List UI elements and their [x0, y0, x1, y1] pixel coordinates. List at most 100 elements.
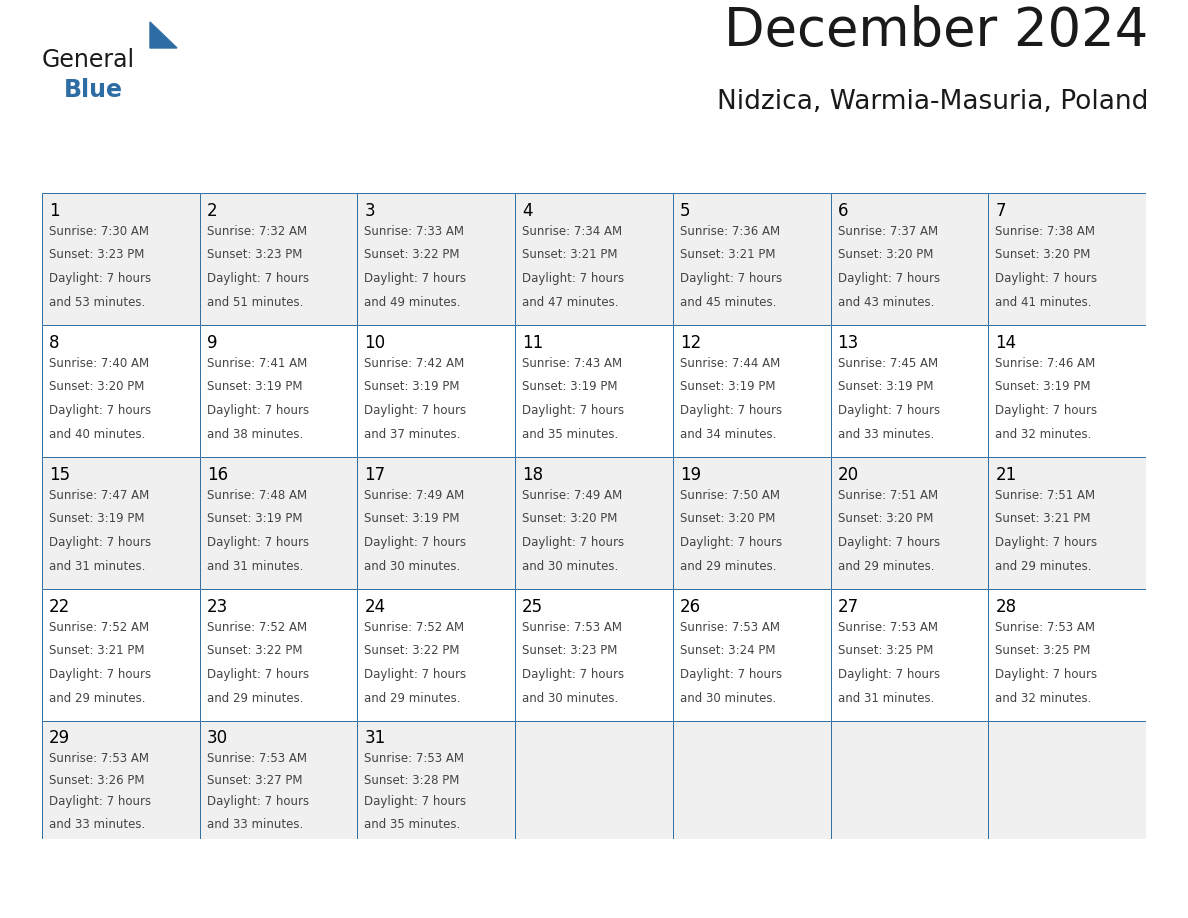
- FancyBboxPatch shape: [358, 193, 516, 325]
- Text: Sunset: 3:23 PM: Sunset: 3:23 PM: [523, 644, 618, 657]
- FancyBboxPatch shape: [830, 193, 988, 325]
- Text: Sunset: 3:19 PM: Sunset: 3:19 PM: [365, 380, 460, 394]
- Text: and 29 minutes.: and 29 minutes.: [680, 560, 776, 573]
- Text: Sunset: 3:21 PM: Sunset: 3:21 PM: [49, 644, 145, 657]
- Text: and 45 minutes.: and 45 minutes.: [680, 296, 776, 309]
- FancyBboxPatch shape: [42, 457, 200, 589]
- FancyBboxPatch shape: [200, 325, 358, 457]
- Text: 27: 27: [838, 599, 859, 616]
- FancyBboxPatch shape: [200, 457, 358, 589]
- Text: Sunset: 3:20 PM: Sunset: 3:20 PM: [838, 512, 933, 525]
- FancyBboxPatch shape: [516, 721, 672, 839]
- Text: Sunrise: 7:43 AM: Sunrise: 7:43 AM: [523, 357, 623, 370]
- Text: and 49 minutes.: and 49 minutes.: [365, 296, 461, 309]
- Text: Daylight: 7 hours: Daylight: 7 hours: [49, 668, 151, 681]
- Text: 16: 16: [207, 466, 228, 484]
- Text: Sunset: 3:25 PM: Sunset: 3:25 PM: [996, 644, 1091, 657]
- Text: and 29 minutes.: and 29 minutes.: [996, 560, 1092, 573]
- Text: Daylight: 7 hours: Daylight: 7 hours: [365, 795, 467, 809]
- Text: and 31 minutes.: and 31 minutes.: [207, 560, 303, 573]
- Text: Thursday: Thursday: [681, 736, 756, 752]
- Text: Sunrise: 7:51 AM: Sunrise: 7:51 AM: [996, 488, 1095, 501]
- Text: Daylight: 7 hours: Daylight: 7 hours: [365, 404, 467, 417]
- Text: and 29 minutes.: and 29 minutes.: [365, 692, 461, 705]
- Text: 18: 18: [523, 466, 543, 484]
- Text: Sunrise: 7:53 AM: Sunrise: 7:53 AM: [523, 621, 623, 633]
- FancyBboxPatch shape: [988, 589, 1146, 721]
- Text: and 29 minutes.: and 29 minutes.: [207, 692, 303, 705]
- Text: Sunset: 3:20 PM: Sunset: 3:20 PM: [680, 512, 776, 525]
- Text: 2: 2: [207, 202, 217, 220]
- Text: Sunset: 3:20 PM: Sunset: 3:20 PM: [49, 380, 145, 394]
- Text: Sunrise: 7:42 AM: Sunrise: 7:42 AM: [365, 357, 465, 370]
- FancyBboxPatch shape: [358, 589, 516, 721]
- Text: Sunset: 3:21 PM: Sunset: 3:21 PM: [996, 512, 1091, 525]
- FancyBboxPatch shape: [200, 721, 358, 839]
- FancyBboxPatch shape: [672, 721, 830, 839]
- Text: and 35 minutes.: and 35 minutes.: [523, 428, 619, 441]
- Text: Sunrise: 7:32 AM: Sunrise: 7:32 AM: [207, 225, 307, 238]
- Text: Sunrise: 7:53 AM: Sunrise: 7:53 AM: [365, 752, 465, 765]
- Text: Daylight: 7 hours: Daylight: 7 hours: [996, 273, 1098, 285]
- Text: Sunrise: 7:41 AM: Sunrise: 7:41 AM: [207, 357, 307, 370]
- FancyBboxPatch shape: [672, 725, 830, 763]
- Polygon shape: [150, 22, 177, 48]
- Text: and 30 minutes.: and 30 minutes.: [365, 560, 461, 573]
- Text: and 29 minutes.: and 29 minutes.: [49, 692, 145, 705]
- Text: Friday: Friday: [839, 736, 889, 752]
- Text: and 33 minutes.: and 33 minutes.: [49, 818, 145, 831]
- Text: Tuesday: Tuesday: [366, 736, 431, 752]
- Text: Daylight: 7 hours: Daylight: 7 hours: [838, 536, 940, 549]
- Text: 31: 31: [365, 729, 386, 747]
- Text: Sunrise: 7:51 AM: Sunrise: 7:51 AM: [838, 488, 937, 501]
- Text: and 47 minutes.: and 47 minutes.: [523, 296, 619, 309]
- Text: Daylight: 7 hours: Daylight: 7 hours: [207, 668, 309, 681]
- Text: Nidzica, Warmia-Masuria, Poland: Nidzica, Warmia-Masuria, Poland: [716, 89, 1148, 115]
- Text: Sunrise: 7:53 AM: Sunrise: 7:53 AM: [49, 752, 148, 765]
- Text: Sunset: 3:22 PM: Sunset: 3:22 PM: [365, 644, 460, 657]
- Text: Daylight: 7 hours: Daylight: 7 hours: [49, 404, 151, 417]
- FancyBboxPatch shape: [42, 721, 200, 839]
- Text: 21: 21: [996, 466, 1017, 484]
- Text: Sunrise: 7:49 AM: Sunrise: 7:49 AM: [523, 488, 623, 501]
- Text: and 33 minutes.: and 33 minutes.: [207, 818, 303, 831]
- Text: 4: 4: [523, 202, 532, 220]
- Text: Daylight: 7 hours: Daylight: 7 hours: [838, 668, 940, 681]
- Text: 28: 28: [996, 599, 1017, 616]
- Text: Sunset: 3:19 PM: Sunset: 3:19 PM: [365, 512, 460, 525]
- Text: Sunrise: 7:34 AM: Sunrise: 7:34 AM: [523, 225, 623, 238]
- Text: Sunset: 3:20 PM: Sunset: 3:20 PM: [523, 512, 618, 525]
- Text: Sunrise: 7:48 AM: Sunrise: 7:48 AM: [207, 488, 307, 501]
- Text: Daylight: 7 hours: Daylight: 7 hours: [838, 404, 940, 417]
- Text: Daylight: 7 hours: Daylight: 7 hours: [49, 273, 151, 285]
- Text: 6: 6: [838, 202, 848, 220]
- Text: 26: 26: [680, 599, 701, 616]
- Text: 8: 8: [49, 334, 59, 353]
- Text: Sunrise: 7:45 AM: Sunrise: 7:45 AM: [838, 357, 937, 370]
- Text: 15: 15: [49, 466, 70, 484]
- Text: Sunset: 3:19 PM: Sunset: 3:19 PM: [49, 512, 145, 525]
- Text: 19: 19: [680, 466, 701, 484]
- Text: Sunset: 3:21 PM: Sunset: 3:21 PM: [680, 249, 776, 262]
- FancyBboxPatch shape: [672, 193, 830, 325]
- Text: Daylight: 7 hours: Daylight: 7 hours: [680, 536, 782, 549]
- Text: and 34 minutes.: and 34 minutes.: [680, 428, 776, 441]
- FancyBboxPatch shape: [200, 193, 358, 325]
- FancyBboxPatch shape: [42, 193, 200, 325]
- Text: Daylight: 7 hours: Daylight: 7 hours: [207, 536, 309, 549]
- Text: Sunset: 3:19 PM: Sunset: 3:19 PM: [680, 380, 776, 394]
- Text: Sunset: 3:24 PM: Sunset: 3:24 PM: [680, 644, 776, 657]
- Text: Daylight: 7 hours: Daylight: 7 hours: [523, 404, 624, 417]
- Text: 24: 24: [365, 599, 386, 616]
- Text: 14: 14: [996, 334, 1017, 353]
- Text: Sunrise: 7:40 AM: Sunrise: 7:40 AM: [49, 357, 150, 370]
- FancyBboxPatch shape: [830, 589, 988, 721]
- Text: Blue: Blue: [64, 78, 124, 102]
- Text: Daylight: 7 hours: Daylight: 7 hours: [49, 536, 151, 549]
- Text: and 32 minutes.: and 32 minutes.: [996, 428, 1092, 441]
- Text: Daylight: 7 hours: Daylight: 7 hours: [680, 668, 782, 681]
- Text: 22: 22: [49, 599, 70, 616]
- Text: Sunset: 3:19 PM: Sunset: 3:19 PM: [996, 380, 1091, 394]
- Text: 12: 12: [680, 334, 701, 353]
- Text: and 30 minutes.: and 30 minutes.: [523, 560, 619, 573]
